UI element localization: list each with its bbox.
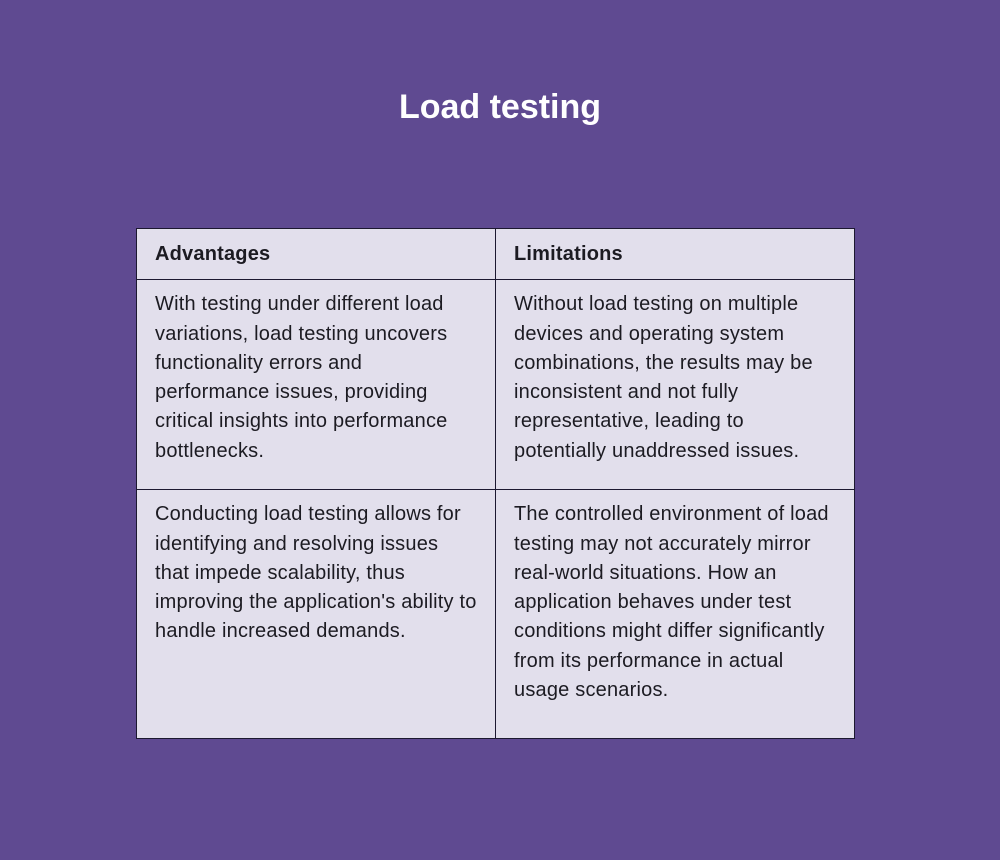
header-limitations: Limitations <box>495 227 855 281</box>
table-row: Conducting load testing allows for ident… <box>136 489 855 740</box>
header-advantages: Advantages <box>136 227 496 281</box>
table-header-row: Advantages Limitations <box>136 227 855 281</box>
page-title: Load testing <box>398 88 602 126</box>
table-row: With testing under different load variat… <box>136 279 855 491</box>
limitation-cell: The controlled environment of load testi… <box>495 489 855 740</box>
advantage-cell: Conducting load testing allows for ident… <box>136 489 496 740</box>
limitation-cell: Without load testing on multiple devices… <box>495 279 855 491</box>
comparison-table: Advantages Limitations With testing unde… <box>136 227 855 740</box>
advantage-cell: With testing under different load variat… <box>136 279 496 491</box>
